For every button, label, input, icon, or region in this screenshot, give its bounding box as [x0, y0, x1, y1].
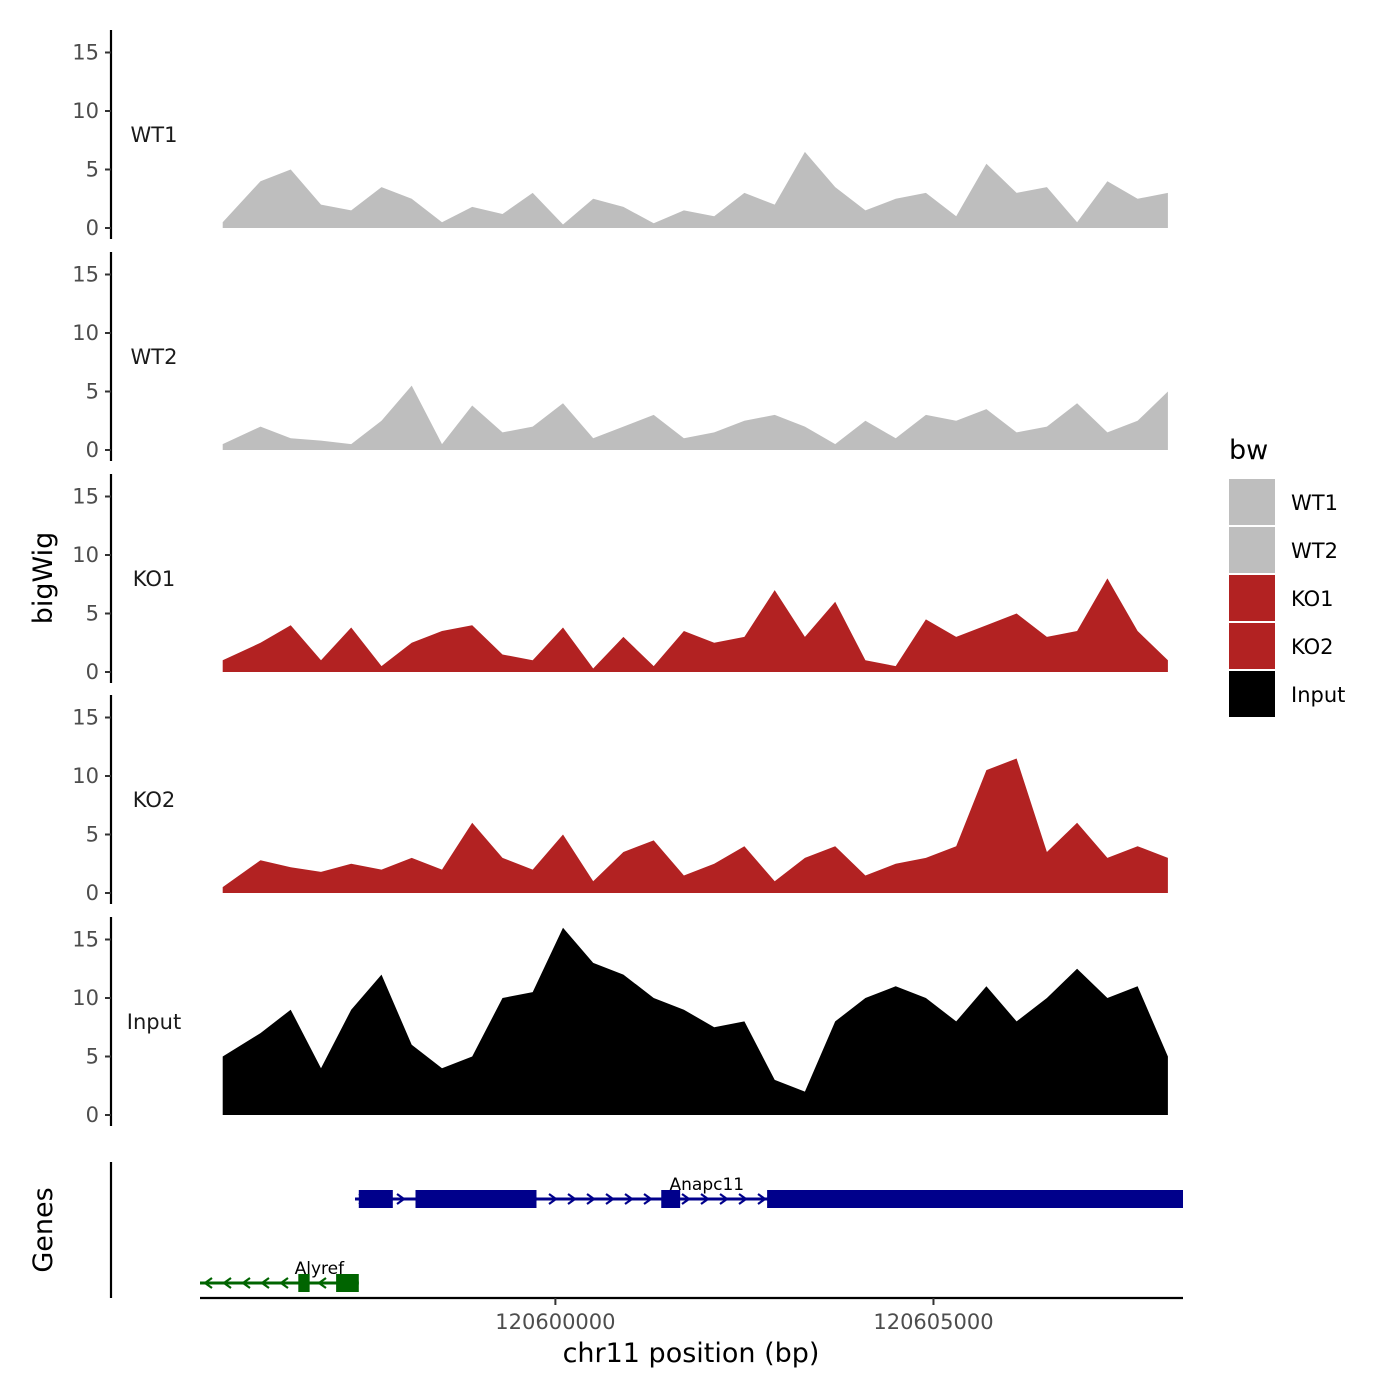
legend-title: bw: [1229, 435, 1268, 466]
strand-arrow: [605, 1193, 615, 1205]
strand-arrow: [738, 1193, 748, 1205]
y-tick-label: 15: [72, 928, 99, 952]
strand-arrow: [317, 1277, 327, 1289]
y-tick-label: 15: [72, 485, 99, 509]
x-axis-ticks: 120600000 120605000: [495, 1298, 994, 1334]
strand-arrow: [719, 1193, 729, 1205]
strand-arrow: [624, 1193, 634, 1205]
y-tick-label: 10: [72, 543, 99, 567]
exon-block: [336, 1274, 359, 1292]
y-tick-label: 10: [72, 764, 99, 788]
strand-arrow: [241, 1277, 251, 1289]
strand-arrow: [222, 1277, 232, 1289]
y-tick-label: 5: [86, 602, 99, 626]
y-tick-label: 0: [86, 216, 99, 240]
track-wt1: 0 5 10 15 WT1: [72, 30, 1168, 240]
gene-name-label: Anapc11: [670, 1175, 745, 1195]
legend-label-ko1: KO1: [1291, 587, 1334, 611]
track-label: KO1: [133, 567, 176, 591]
strand-arrow: [681, 1193, 691, 1205]
y-tick-label: 15: [72, 263, 99, 287]
y-tick-label: 0: [86, 438, 99, 462]
legend-key-ko2: [1229, 623, 1275, 669]
legend: bw WT1 WT2 KO1 KO2 Input: [1229, 435, 1345, 717]
x-tick-label: 120605000: [873, 1310, 993, 1334]
genes-panel-title: Genes: [28, 1187, 59, 1272]
x-tick-label: 120600000: [495, 1310, 615, 1334]
strand-arrow: [396, 1193, 406, 1205]
coverage-tracks: 0 5 10 15 WT1 0 5 10 15 WT2 0 5 10 15 KO1 0 5 10 15 KO2 0 5 10…: [72, 30, 1168, 1127]
y-tick-label: 10: [72, 321, 99, 345]
strand-arrow: [548, 1193, 558, 1205]
exon-block: [298, 1274, 310, 1292]
legend-key-ko1: [1229, 575, 1275, 621]
track-label: WT1: [131, 123, 178, 147]
gene-alyref: Alyref: [200, 1259, 359, 1292]
track-label: KO2: [133, 788, 176, 812]
strand-arrow: [586, 1193, 596, 1205]
y-tick-label: 10: [72, 986, 99, 1010]
gene-anapc11: Anapc11: [355, 1175, 1183, 1208]
legend-key-wt1: [1229, 479, 1275, 525]
gene-name-label: Alyref: [295, 1259, 345, 1279]
exon-block: [767, 1190, 1183, 1208]
coverage-area-wt1: [222, 151, 1168, 228]
coverage-area-ko2: [222, 758, 1168, 893]
y-tick-label: 15: [72, 706, 99, 730]
strand-arrow: [700, 1193, 710, 1205]
y-tick-label: 5: [86, 158, 99, 182]
y-axis-title: bigWig: [28, 532, 59, 625]
track-label: Input: [127, 1010, 181, 1034]
y-tick-label: 0: [86, 660, 99, 684]
y-tick-label: 0: [86, 1103, 99, 1127]
strand-arrow: [757, 1193, 767, 1205]
strand-arrow: [203, 1277, 213, 1289]
y-tick-label: 5: [86, 823, 99, 847]
strand-arrow: [260, 1277, 270, 1289]
strand-arrow: [643, 1193, 653, 1205]
legend-key-input: [1229, 671, 1275, 717]
exon-block: [661, 1190, 681, 1208]
y-tick-label: 5: [86, 1045, 99, 1069]
track-ko2: 0 5 10 15 KO2: [72, 695, 1168, 905]
track-label: WT2: [131, 345, 178, 369]
genes-panel: Anapc11 Alyref: [109, 1162, 1183, 1298]
x-axis: 120600000 120605000 chr11 position (bp): [200, 1296, 1183, 1369]
y-tick-label: 0: [86, 881, 99, 905]
x-axis-title: chr11 position (bp): [563, 1338, 820, 1369]
strand-arrow: [279, 1277, 289, 1289]
legend-label-ko2: KO2: [1291, 635, 1334, 659]
track-wt2: 0 5 10 15 WT2: [72, 252, 1168, 462]
legend-label-input: Input: [1291, 683, 1345, 707]
y-tick-label: 5: [86, 380, 99, 404]
legend-key-wt2: [1229, 527, 1275, 573]
track-input: 0 5 10 15 Input: [72, 917, 1168, 1127]
exon-block: [358, 1190, 393, 1208]
coverage-area-ko1: [222, 578, 1168, 672]
legend-label-wt1: WT1: [1291, 491, 1338, 515]
track-ko1: 0 5 10 15 KO1: [72, 474, 1168, 684]
legend-label-wt2: WT2: [1291, 539, 1338, 563]
exon-block: [415, 1190, 537, 1208]
coverage-area-input: [222, 927, 1168, 1115]
y-tick-label: 10: [72, 99, 99, 123]
coverage-area-wt2: [222, 385, 1168, 450]
y-tick-label: 15: [72, 41, 99, 65]
strand-arrow: [567, 1193, 577, 1205]
